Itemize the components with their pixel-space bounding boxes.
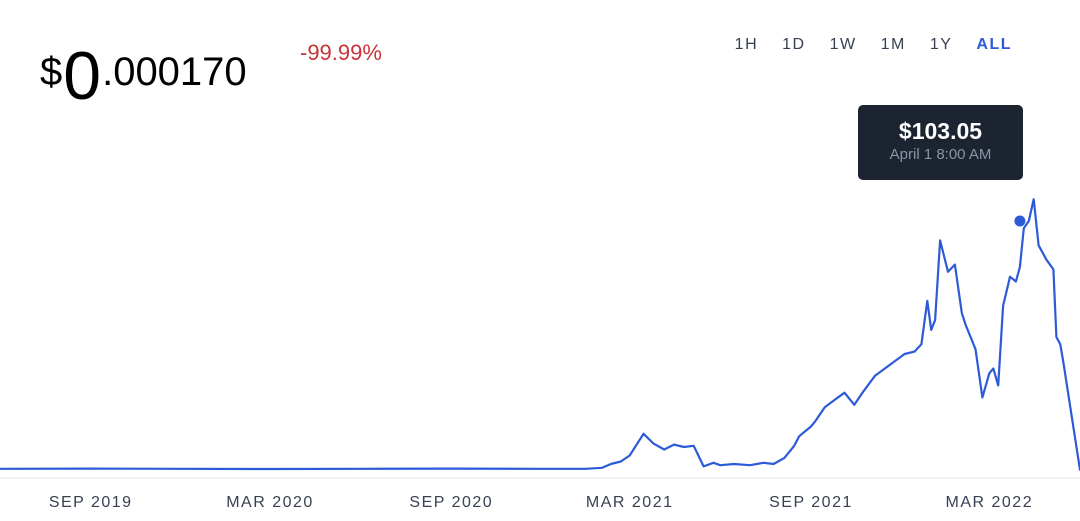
- price-change-percent: -99.99%: [300, 40, 382, 65]
- tooltip-date: April 1 8:00 AM: [889, 146, 992, 164]
- price-series-line: [0, 198, 1080, 471]
- x-tick-label: SEP 2019: [49, 494, 133, 511]
- x-tick-label: SEP 2020: [409, 494, 493, 511]
- range-1w-button[interactable]: 1W: [829, 36, 857, 53]
- tooltip-value: $103.05: [898, 118, 983, 144]
- price-currency-symbol: $: [40, 50, 63, 94]
- range-1d-button[interactable]: 1D: [782, 36, 806, 53]
- x-tick-label: MAR 2022: [946, 494, 1034, 511]
- x-axis-ticks: SEP 2019 MAR 2020 SEP 2020 MAR 2021 SEP 2021…: [49, 494, 1034, 511]
- price-fraction-part: .000170: [102, 50, 247, 94]
- current-price: $ 0 .000170: [40, 28, 247, 110]
- highlight-point: [1014, 215, 1026, 227]
- range-all-button[interactable]: ALL: [976, 36, 1012, 53]
- x-tick-label: SEP 2021: [769, 494, 853, 511]
- price-tooltip: $103.05 April 1 8:00 AM: [858, 105, 1023, 180]
- range-1h-button[interactable]: 1H: [734, 36, 759, 53]
- range-1y-button[interactable]: 1Y: [929, 36, 953, 53]
- price-integer-part: 0: [63, 38, 102, 114]
- x-tick-label: MAR 2020: [226, 494, 314, 511]
- range-1m-button[interactable]: 1M: [880, 36, 906, 53]
- x-tick-label: MAR 2021: [586, 494, 674, 511]
- time-range-selector: 1H 1D 1W 1M 1Y ALL: [723, 36, 1024, 54]
